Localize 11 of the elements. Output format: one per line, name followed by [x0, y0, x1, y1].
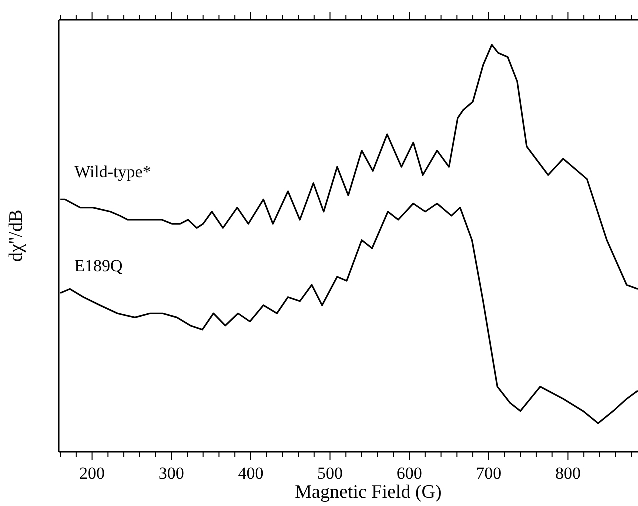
- x-tick-label: 600: [396, 464, 422, 483]
- x-axis-title: Magnetic Field (G): [295, 482, 442, 503]
- x-tick-label: 200: [80, 464, 106, 483]
- series-label: Wild-type*: [74, 162, 152, 182]
- y-axis-title: dχ''/dB: [6, 210, 27, 262]
- x-tick-label: 300: [158, 464, 184, 483]
- series-label: E189Q: [74, 256, 123, 276]
- x-tick-label: 800: [555, 464, 581, 483]
- x-tick-label: 700: [476, 464, 502, 483]
- x-tick-label: 500: [318, 464, 344, 483]
- x-tick-label: 400: [238, 464, 264, 483]
